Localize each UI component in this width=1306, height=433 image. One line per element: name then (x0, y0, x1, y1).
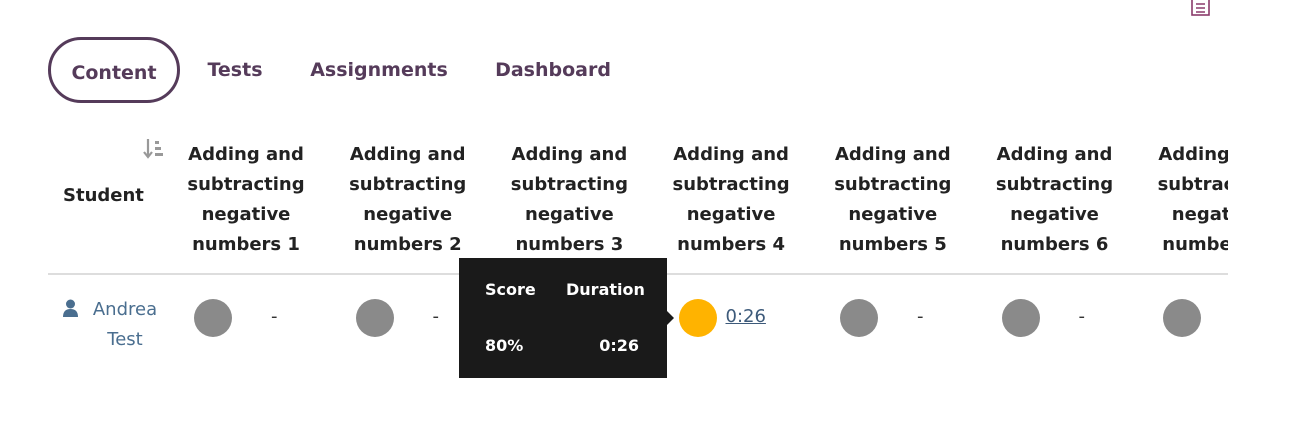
column-header: Adding and subtracting negative numbers … (187, 144, 305, 255)
column-header: Adding and subtracting negative numbers … (510, 144, 628, 255)
column-header: Adding and subtracting negative numbers … (1157, 144, 1228, 255)
sort-icon[interactable] (142, 137, 166, 161)
tab[interactable]: Tests (207, 59, 263, 81)
duration: - (271, 306, 278, 327)
tooltip-arrow (667, 311, 674, 325)
student-header: Student (63, 185, 144, 206)
status-circle[interactable] (840, 299, 878, 337)
tooltip-header: Duration (566, 280, 645, 299)
progress-table: Student Andrea Test Adding and subtracti… (48, 137, 1228, 350)
tooltip-value: 80% (485, 336, 524, 355)
tab[interactable]: Assignments (310, 59, 448, 81)
duration: - (917, 306, 924, 327)
tooltip: Score Duration 80% 0:26 (459, 258, 667, 378)
status-circle[interactable] (194, 299, 232, 337)
tooltip-value: 0:26 (599, 336, 639, 355)
duration: - (432, 306, 440, 327)
column-header: Adding and subtracting negative numbers … (672, 144, 790, 255)
student-name[interactable]: Andrea Test (92, 299, 158, 350)
status-circle[interactable] (355, 299, 394, 337)
duration[interactable]: 0:26 (725, 306, 766, 327)
column-header: Adding and subtracting negative numbers … (349, 144, 467, 255)
column-header: Adding and subtracting negative numbers … (995, 144, 1114, 255)
tab[interactable]: Content (48, 37, 180, 103)
duration: - (1078, 306, 1086, 327)
status-circle[interactable] (1001, 299, 1040, 337)
status-circle[interactable] (678, 299, 717, 337)
report-icon[interactable] (1191, 0, 1211, 16)
tooltip-header: Score (485, 280, 536, 299)
user-icon (63, 299, 78, 317)
status-circle[interactable] (1163, 299, 1201, 337)
tab[interactable]: Dashboard (495, 59, 611, 81)
column-header: Adding and subtracting negative numbers … (834, 144, 952, 255)
